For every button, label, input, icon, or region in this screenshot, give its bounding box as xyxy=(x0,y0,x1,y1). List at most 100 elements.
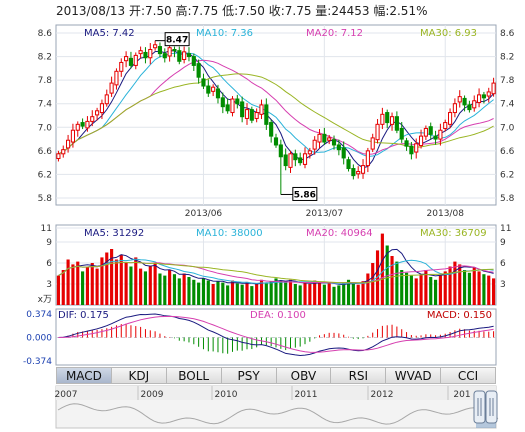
volume-bar xyxy=(356,284,360,305)
volume-bar xyxy=(385,245,389,305)
tab-psy[interactable]: PSY xyxy=(221,367,277,384)
candle-body xyxy=(215,88,221,99)
volume-bar xyxy=(158,273,162,305)
volume-bar xyxy=(134,257,138,305)
candle-body xyxy=(380,113,385,125)
volume-bar xyxy=(230,280,235,305)
candle-body xyxy=(317,133,322,143)
volume-bar xyxy=(182,273,186,305)
volume-bar xyxy=(197,282,201,305)
timeline-left-handle[interactable] xyxy=(473,390,486,424)
volume-ma-legend: MA20: 40964 xyxy=(306,228,373,239)
volume-bar xyxy=(148,266,152,305)
volume-y-tick-left: 11 xyxy=(41,224,52,234)
volume-bar xyxy=(375,250,380,305)
volume-y-tick-left: 3 xyxy=(46,280,52,290)
candle-body xyxy=(356,170,361,175)
volume-bar xyxy=(235,283,239,305)
candle-body xyxy=(414,143,419,153)
volume-bar xyxy=(472,267,476,305)
dif-legend: DIF: 0.175 xyxy=(58,310,109,321)
candle-body xyxy=(56,153,61,160)
macd-legend: MACD: 0.150 xyxy=(427,310,492,321)
volume-bar xyxy=(139,268,143,305)
tab-macd[interactable]: MACD xyxy=(56,367,112,384)
macd-y-tick: -0.374 xyxy=(23,357,52,367)
x-tick-label: 2013/06 xyxy=(185,209,223,219)
candle-body xyxy=(201,78,206,87)
candle-body xyxy=(298,157,303,164)
candle-body xyxy=(418,135,424,147)
tab-kdj[interactable]: KDJ xyxy=(111,367,167,384)
volume-bar xyxy=(95,268,99,305)
axis-labels: 8.6 8.6 8.2 8.2 7.8 7.8 7.4 7.4 7.0 7.0 6.6 6.6 6.2 6… xyxy=(23,29,515,367)
volume-bar xyxy=(492,278,496,305)
dea-legend: DEA: 0.100 xyxy=(250,310,306,321)
candle-body xyxy=(457,96,462,103)
volume-bar xyxy=(482,274,486,305)
volume-bar xyxy=(192,279,196,305)
tab-cci[interactable]: CCI xyxy=(441,367,496,384)
candle-body xyxy=(186,53,192,58)
candle-body xyxy=(389,116,395,125)
tab-wvad[interactable]: WVAD xyxy=(386,367,442,384)
candle-body xyxy=(472,100,477,109)
volume-ma-legend: MA10: 38000 xyxy=(196,228,263,239)
volume-bar xyxy=(114,259,119,305)
x-tick-label: 2013/08 xyxy=(427,209,465,219)
volume-bar xyxy=(346,279,351,305)
volume-bar xyxy=(119,254,123,305)
macd-y-tick: 0.374 xyxy=(26,310,52,320)
candle-body xyxy=(467,104,472,111)
candle-body xyxy=(288,153,293,168)
x-tick-label: 2013/07 xyxy=(306,209,343,219)
price-ma-legend: MA10: 7.36 xyxy=(196,28,253,39)
volume-bar xyxy=(284,282,288,305)
volume-bar xyxy=(216,281,220,305)
candle-body xyxy=(220,97,225,108)
candle-body xyxy=(341,147,346,159)
volume-bar xyxy=(400,270,404,305)
volume-bar xyxy=(317,281,322,305)
volume-y-tick-left: 6 xyxy=(46,259,52,269)
volume-bar xyxy=(105,252,109,305)
tab-boll[interactable]: BOLL xyxy=(166,367,222,384)
volume-bar xyxy=(255,284,259,305)
volume-bar xyxy=(206,280,210,305)
candle-body xyxy=(182,51,187,61)
volume-bar xyxy=(250,286,254,305)
volume-bar xyxy=(414,278,418,305)
volume-bar xyxy=(288,279,293,305)
price-y-tick-left: 5.8 xyxy=(38,194,53,204)
timeline-right-handle[interactable] xyxy=(485,390,498,424)
candle-body xyxy=(409,145,414,155)
candle-body xyxy=(177,50,182,62)
timeline-year-label: 2011 xyxy=(295,390,318,400)
timeline-year-label: 2010 xyxy=(215,390,238,400)
candle-body xyxy=(211,86,216,92)
candle-body xyxy=(404,140,409,147)
volume-bar xyxy=(187,277,191,305)
volume-bar xyxy=(124,263,128,305)
volume-bar xyxy=(351,284,355,305)
volume-bar xyxy=(322,284,326,305)
tab-obv[interactable]: OBV xyxy=(276,367,332,384)
price-y-tick-right: 7.0 xyxy=(500,123,515,133)
volume-bar xyxy=(419,274,423,305)
volume-bar xyxy=(274,278,278,305)
candle-body xyxy=(264,104,269,125)
tab-rsi[interactable]: RSI xyxy=(331,367,387,384)
candle-body xyxy=(133,54,138,66)
candle-body xyxy=(191,56,196,66)
volume-bar xyxy=(458,264,462,305)
price-y-tick-right: 6.6 xyxy=(500,147,515,157)
candle-body xyxy=(230,98,235,114)
candle-body xyxy=(327,137,332,141)
price-y-tick-right: 8.2 xyxy=(500,53,514,63)
timeline-year-label: 2009 xyxy=(141,390,164,400)
candle-body xyxy=(375,123,380,141)
candle-body xyxy=(302,153,308,165)
volume-bar xyxy=(433,279,438,305)
candle-body xyxy=(370,137,375,150)
